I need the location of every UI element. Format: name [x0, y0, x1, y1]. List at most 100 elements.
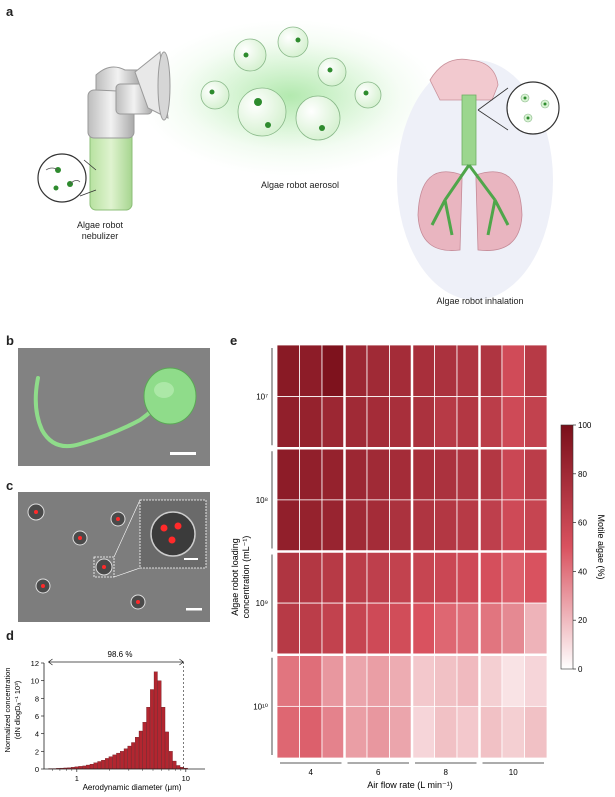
heatmap-cell: [456, 551, 480, 604]
heatmap-cell: [344, 344, 368, 398]
heatmap-cell: [321, 396, 345, 449]
heatmap-cell: [524, 344, 548, 398]
motile-algae-heatmap: 10⁷ 10⁸ 10⁹ 10¹⁰ 4 6 8 10 0 20 40 60 80 100 Motile a…: [230, 344, 606, 790]
heatmap-cell: [344, 396, 368, 449]
heatmap-cell: [479, 654, 503, 707]
heatmap-cell: [501, 654, 525, 707]
heatmap-cell: [389, 499, 413, 552]
heatmap-cell: [524, 396, 548, 449]
heatmap-cell: [276, 602, 300, 656]
heatmap-cell: [321, 551, 345, 604]
nebulizer-label: Algae robot nebulizer: [76, 220, 124, 241]
heatmap-cell: [456, 705, 480, 759]
heatmap-cell: [479, 447, 503, 501]
hist-bar: [138, 730, 143, 770]
colorbar-tick-label: 0: [578, 665, 583, 674]
airway-zoom-circle: [477, 81, 560, 135]
heatmap-cell: [344, 654, 368, 707]
heatmap-cell: [344, 705, 368, 759]
heatmap-cell: [321, 499, 345, 552]
heatmap-cell: [501, 499, 525, 552]
heat-y-group-label: 10⁷: [256, 393, 268, 402]
heatmap-cell: [524, 499, 548, 552]
colorbar-tick-label: 60: [578, 519, 587, 528]
hist-x-tick-label: 1: [75, 774, 79, 783]
heatmap-cell: [434, 654, 458, 707]
heatmap-cell: [411, 396, 435, 449]
heatmap-cell: [479, 551, 503, 604]
heatmap-cell: [299, 654, 323, 707]
colorbar-tick-label: 80: [578, 470, 587, 479]
heatmap-cell: [501, 705, 525, 759]
scale-bar: [184, 558, 198, 560]
heatmap-cell: [366, 602, 390, 656]
heatmap-cell: [276, 396, 300, 449]
heatmap-cell: [456, 499, 480, 552]
heatmap-cell: [276, 344, 300, 398]
hist-ylabel-1: Normalized concentration: [3, 667, 12, 752]
heatmap-cell: [479, 344, 503, 398]
hist-bar: [108, 756, 113, 770]
heat-y-group-label: 10¹⁰: [253, 702, 268, 711]
heatmap-cell: [344, 447, 368, 501]
hist-bar: [116, 752, 121, 770]
heatmap-cell: [411, 344, 435, 398]
heatmap-cell: [479, 705, 503, 759]
hist-bar: [168, 751, 173, 770]
hist-xlabel: Aerodynamic diameter (μm): [83, 783, 182, 792]
heatmap-cell: [456, 396, 480, 449]
heatmap-cell: [321, 602, 345, 656]
aerosol-bubbles: [200, 26, 382, 141]
heatmap-cell: [456, 344, 480, 398]
heatmap-cell: [276, 447, 300, 501]
hist-bar: [150, 689, 154, 770]
heatmap-cell: [411, 551, 435, 604]
heatmap-cell: [276, 499, 300, 552]
heatmap-cell: [501, 602, 525, 656]
heatmap-cell: [389, 602, 413, 656]
panel-a-illustration: [37, 20, 560, 300]
heatmap-cell: [366, 499, 390, 552]
hist-range-arrow: [47, 658, 184, 666]
hist-bar: [146, 707, 151, 770]
hist-bar: [157, 680, 162, 770]
nebulizer: [87, 51, 171, 211]
heatmap-cell: [479, 396, 503, 449]
heat-y-group-label: 10⁸: [256, 496, 268, 505]
heatmap-cell: [389, 447, 413, 501]
aerodynamic-diameter-histogram: 0 2 4 6 8 10 12 1 10 98.6 % Aerodynamic diameter…: [3, 650, 205, 792]
heatmap-cell: [389, 705, 413, 759]
hist-bar: [153, 671, 158, 770]
heat-x-group-label: 4: [309, 768, 314, 777]
hist-bar: [82, 765, 87, 770]
hist-bar: [123, 748, 128, 770]
heatmap-cell: [321, 344, 345, 398]
hist-bar: [161, 707, 166, 770]
sem-image-algae: [18, 348, 210, 466]
heatmap-cell: [389, 344, 413, 398]
heatmap-cell: [524, 602, 548, 656]
heatmap-cell: [501, 551, 525, 604]
hist-ylabel-2: (dN dlogDₐ⁻¹ 10³): [13, 680, 22, 739]
heatmap-cell: [344, 499, 368, 552]
heatmap-cell: [524, 654, 548, 707]
microscopy-image-aerosol: [18, 492, 210, 622]
hist-bar: [89, 763, 94, 770]
panel-e-letter: e: [230, 333, 238, 348]
hist-bar: [142, 722, 147, 770]
heatmap-cell: [276, 705, 300, 759]
heatmap-cell: [366, 447, 390, 501]
heat-x-group-label: 8: [444, 768, 449, 777]
hist-x-tick-label: 10: [182, 774, 190, 783]
hist-y-tick-label: 12: [31, 659, 39, 668]
heatmap-cell: [366, 551, 390, 604]
heatmap-cell: [344, 551, 368, 604]
heatmap-cell: [524, 447, 548, 501]
heatmap-cell: [299, 396, 323, 449]
hist-bar: [112, 754, 117, 770]
heatmap-cell: [276, 551, 300, 604]
panel-c-letter: c: [6, 478, 14, 493]
heatmap-cell: [456, 602, 480, 656]
colorbar-label: Motile algae (%): [596, 514, 606, 579]
heat-ylabel-1: Algae robot loading: [230, 538, 240, 616]
